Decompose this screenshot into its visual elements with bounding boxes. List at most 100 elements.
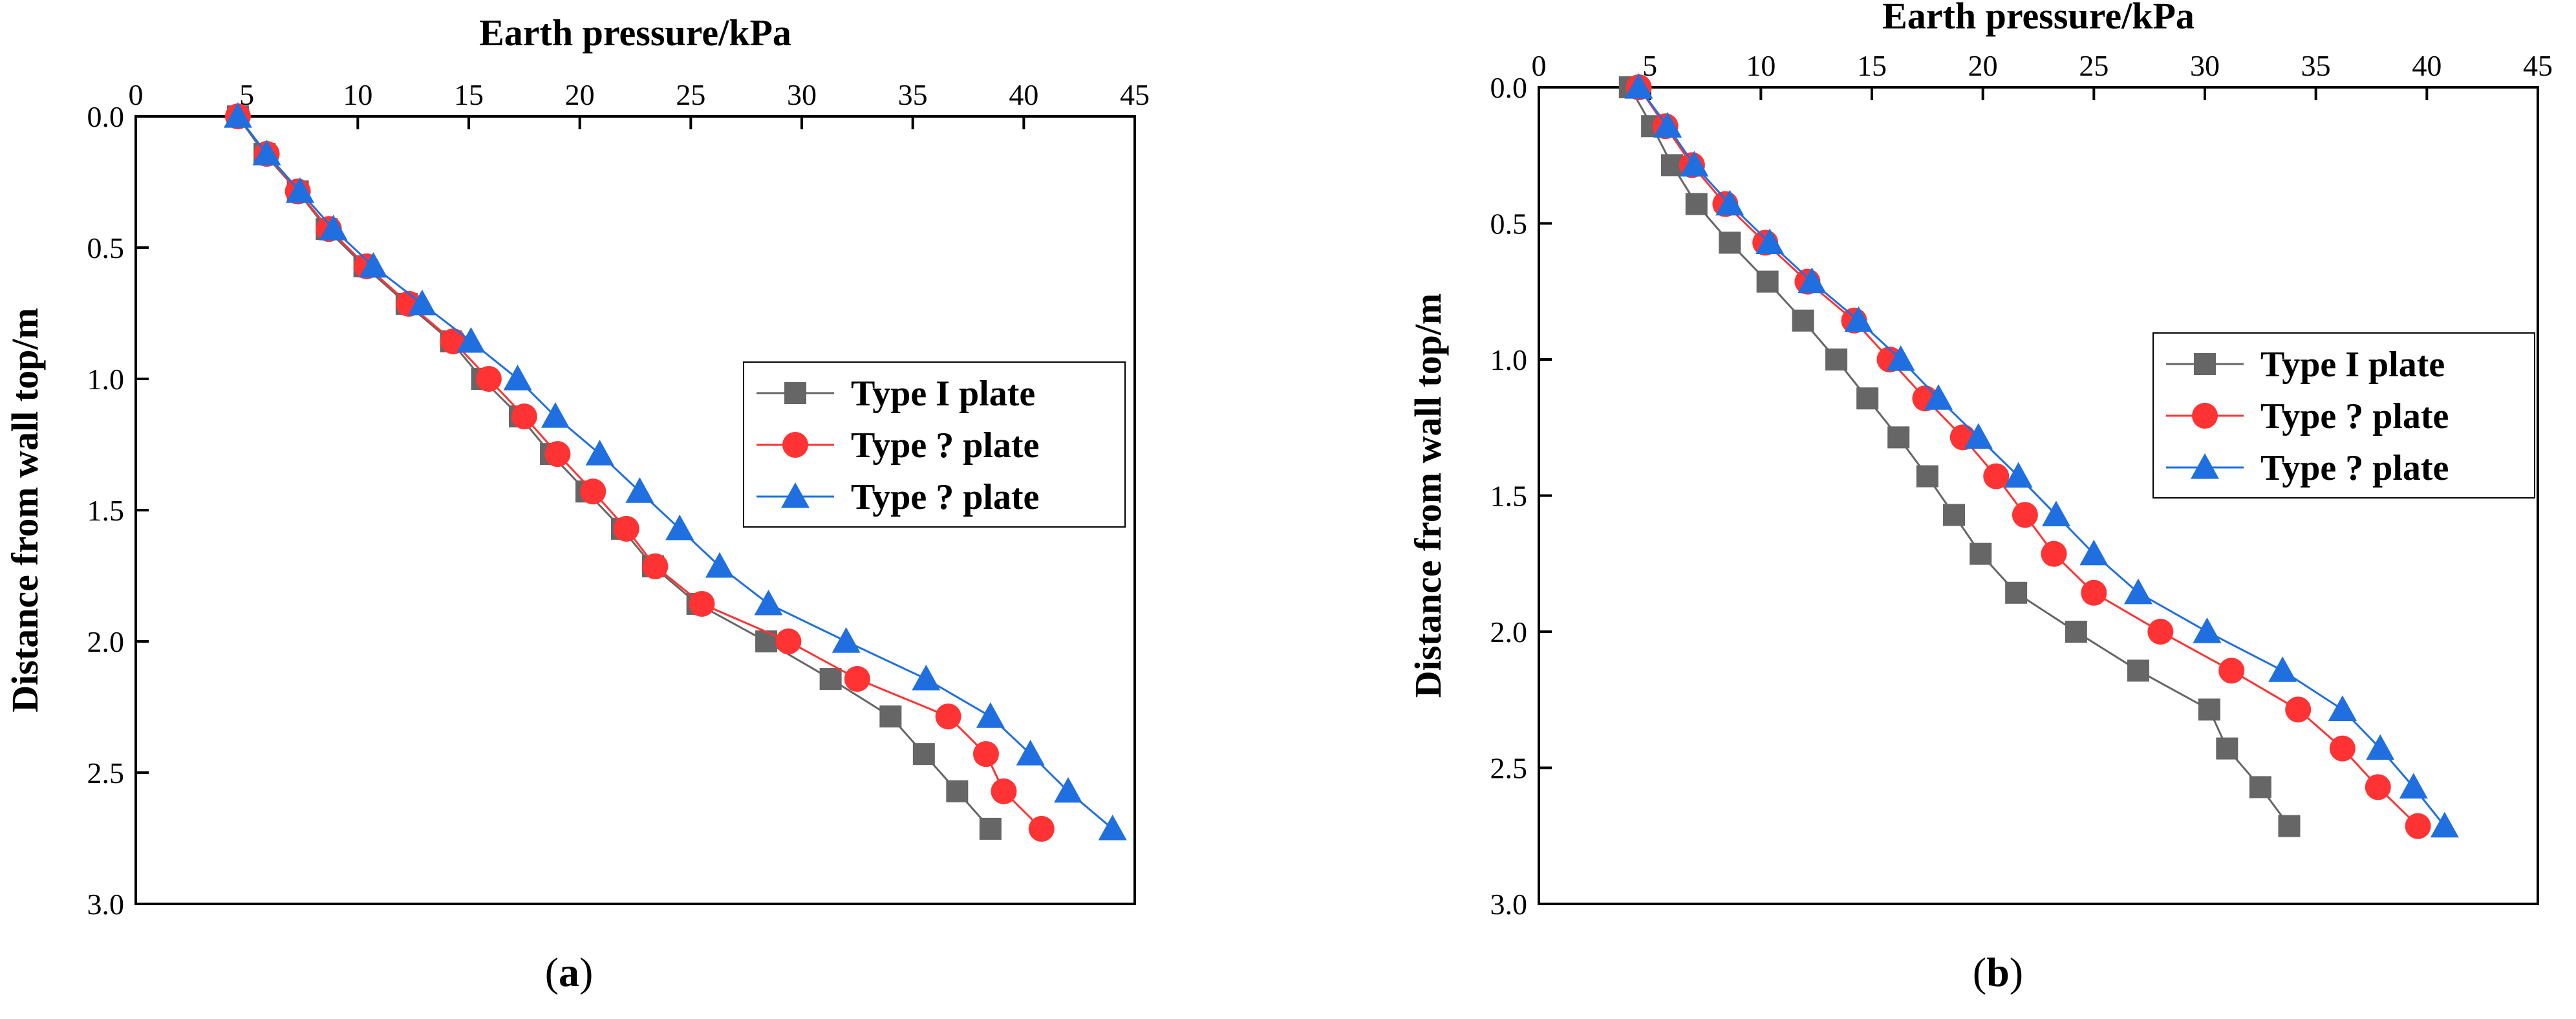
y-tick-label: 1.0 <box>87 363 125 396</box>
data-point <box>1792 309 1814 332</box>
x-tick-label: 20 <box>1968 49 1998 82</box>
y-tick-label: 0.0 <box>1490 71 1528 104</box>
data-point <box>775 628 802 654</box>
panel-label: (a) <box>545 949 594 995</box>
x-tick-label: 15 <box>454 78 484 111</box>
data-point <box>1715 189 1744 216</box>
data-point <box>2328 695 2357 722</box>
y-tick-label: 0.5 <box>1490 208 1528 241</box>
x-axis-title: Earth pressure/kPa <box>479 12 791 54</box>
legend-marker <box>782 432 808 458</box>
data-point <box>946 780 969 802</box>
data-point <box>1680 151 1709 177</box>
data-point <box>665 514 694 541</box>
y-tick-label: 3.0 <box>1490 888 1528 921</box>
data-point <box>2147 619 2174 645</box>
legend: Type I plate Type ? plate Type ? plate <box>2152 332 2535 499</box>
y-tick-label: 2.5 <box>1490 752 1528 785</box>
data-point <box>2081 579 2107 606</box>
data-point <box>2004 462 2033 488</box>
legend-marker <box>784 382 806 404</box>
data-point <box>1983 463 2010 489</box>
data-point <box>642 553 669 579</box>
y-axis-ticks: 0.0 0.5 1.0 1.5 2.0 2.5 3.0 <box>1490 71 1552 921</box>
legend-label: Type ? plate <box>851 477 1039 517</box>
x-tick-label: 25 <box>676 78 705 111</box>
data-point <box>475 366 502 392</box>
legend-entry: Type ? plate <box>757 425 1039 466</box>
data-point <box>580 478 606 505</box>
data-point <box>991 778 1017 804</box>
x-tick-label: 35 <box>2301 49 2331 82</box>
data-point <box>1844 306 1873 332</box>
data-point <box>1624 73 1653 99</box>
y-axis-title: Distance from wall top/m <box>1407 294 1449 698</box>
data-point <box>359 252 388 278</box>
data-point <box>832 627 861 653</box>
x-tick-label: 25 <box>2079 49 2109 82</box>
y-tick-label: 0.0 <box>87 100 125 133</box>
data-point <box>1856 387 1879 410</box>
data-point <box>979 817 1002 840</box>
data-point <box>2127 660 2149 682</box>
data-point <box>2005 581 2028 604</box>
data-point <box>754 589 783 616</box>
data-point <box>585 440 614 466</box>
legend-label: Type I plate <box>851 374 1035 414</box>
y-axis-ticks: 0.0 0.5 1.0 1.5 2.0 2.5 3.0 <box>87 100 149 921</box>
data-point <box>1964 423 1993 449</box>
legend: Type I plate Type ? plate Type ? plate <box>743 361 1126 528</box>
data-point <box>1016 740 1045 766</box>
data-point <box>544 441 571 467</box>
data-point <box>2399 773 2428 799</box>
chart-panel-b: 0 5 10 15 20 25 30 35 40 45 0.0 0.5 1.0 1.5 2.0 2.5 3.0 E… <box>1407 0 2553 995</box>
data-point <box>879 705 902 728</box>
legend-label: Type ? plate <box>2260 396 2449 436</box>
y-tick-label: 3.0 <box>87 888 125 921</box>
y-tick-label: 1.0 <box>1490 343 1528 376</box>
data-point <box>456 327 486 353</box>
data-point <box>1756 270 1779 293</box>
data-point <box>2365 774 2391 800</box>
x-axis-ticks: 0 5 10 15 20 25 30 35 40 45 <box>129 78 1150 129</box>
data-point <box>541 402 570 428</box>
data-point <box>972 741 999 767</box>
data-point <box>2218 658 2245 684</box>
data-point <box>2249 776 2271 799</box>
data-point <box>2012 502 2038 528</box>
data-point <box>705 552 734 578</box>
data-point <box>1886 345 1915 371</box>
data-point <box>819 668 842 691</box>
data-point <box>613 515 639 542</box>
x-tick-label: 0 <box>129 78 144 111</box>
series-square <box>1618 76 2301 837</box>
x-axis-ticks: 0 5 10 15 20 25 30 35 40 45 <box>1532 49 2553 100</box>
legend-marker <box>2192 403 2218 429</box>
data-point <box>1755 228 1785 254</box>
data-point <box>1054 777 1082 803</box>
series-triangle <box>223 102 1127 841</box>
x-tick-label: 40 <box>2412 49 2442 82</box>
x-axis-title: Earth pressure/kPa <box>1882 0 2195 37</box>
data-point <box>912 665 941 691</box>
data-point <box>2366 734 2395 760</box>
x-tick-label: 0 <box>1532 49 1547 82</box>
x-tick-label: 20 <box>565 78 595 111</box>
legend-entry: Type ? plate <box>2166 396 2449 436</box>
legend-entry: Type ? plate <box>757 477 1039 517</box>
data-point <box>1825 349 1848 370</box>
data-point <box>407 289 436 316</box>
legend-marker <box>2194 353 2216 375</box>
data-point <box>1653 112 1682 138</box>
data-point <box>689 590 715 617</box>
x-tick-label: 10 <box>343 78 372 111</box>
x-tick-label: 45 <box>2523 49 2553 82</box>
data-point <box>2329 735 2356 762</box>
data-point <box>2193 617 2222 643</box>
data-point <box>2079 539 2109 566</box>
data-point <box>1943 504 1966 526</box>
y-tick-label: 2.0 <box>87 625 125 658</box>
y-axis-title: Distance from wall top/m <box>4 308 46 713</box>
y-tick-label: 2.0 <box>1490 616 1528 649</box>
data-point <box>503 365 532 391</box>
